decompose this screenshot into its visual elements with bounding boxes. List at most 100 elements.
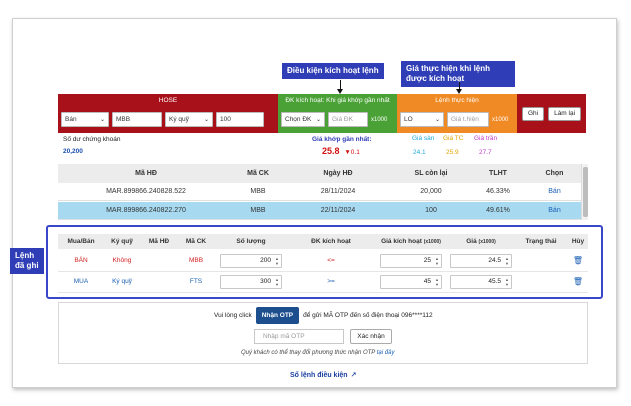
symbol-input[interactable]: MBB (112, 112, 162, 127)
execution-price-callout: Giá thực hiện khi lệnh được kích hoạt (401, 61, 515, 87)
balance-value: 20,200 (63, 148, 83, 155)
last-price-label: Giá khớp gần nhất: (312, 136, 372, 143)
chevron-down-icon: ⌄ (203, 117, 209, 123)
execution-unit: x1000 (492, 116, 509, 123)
order-margin: Không (112, 257, 132, 264)
price-header: Giá (466, 238, 477, 245)
placed-row: MUA Ký quỹ FTS 300 ▲ ▼ >= 45 ▲ ▼ 45.5 ▲ ▼ 🗑 (58, 271, 588, 293)
stepper-value: 25 (423, 257, 432, 264)
otp-input[interactable]: Nhập mã OTP (254, 329, 344, 344)
contracts-table-header: Mã HĐ Mã CK Ngày HĐ SL còn lại TLHT Chọn (58, 164, 588, 183)
order-type-select[interactable]: LO ⌄ (400, 112, 444, 127)
chevron-down-icon: ⌄ (434, 117, 440, 123)
stepper-value: 45 (423, 278, 432, 285)
placed-orders-box (46, 225, 603, 299)
trash-icon[interactable]: 🗑 (572, 277, 584, 286)
otp-panel (58, 302, 588, 364)
record-button[interactable]: Ghi (521, 106, 545, 121)
confirm-button[interactable]: Xác nhận (350, 329, 392, 344)
chevron-down-icon: ⌄ (315, 117, 321, 123)
reset-button[interactable]: Làm lại (548, 106, 582, 121)
change-otp-link[interactable]: tại đây (376, 350, 395, 356)
order-entry-bar: HOSE Bán ⌄ MBB Ký quỹ ⌄ 100 ĐK kích hoạt: … (58, 94, 586, 133)
order-contract (140, 250, 178, 271)
stepper-value: 24.5 (488, 257, 502, 264)
contract-ratio: 46.33% (486, 188, 510, 195)
table-scrollbar[interactable] (581, 164, 588, 220)
col-condition: ĐK kích hoạt (311, 238, 351, 245)
price-stepper[interactable]: 24.5 ▲ ▼ (450, 253, 512, 268)
price-stepper[interactable]: 45.5 ▲ ▼ (450, 274, 512, 289)
table-row[interactable]: MAR.899866.240822.270 MBB 22/11/2024 100… (58, 202, 588, 220)
sell-link[interactable]: Bán (548, 207, 561, 214)
get-otp-button[interactable]: Nhận OTP (255, 306, 300, 324)
account-select[interactable]: Ký quỹ ⌄ (165, 112, 213, 127)
col-ratio: TLHT (489, 170, 507, 177)
conditional-orders-link[interactable]: Sổ lệnh điều kiện ↗ (290, 371, 357, 380)
order-symbol: FTS (189, 278, 203, 285)
contract-date: 28/11/2024 (320, 188, 356, 195)
floor-value: 24.1 (413, 149, 426, 156)
account-value: Ký quỹ (169, 116, 189, 123)
stepper-arrows-icon[interactable]: ▲ ▼ (505, 276, 509, 287)
trash-icon[interactable]: 🗑 (572, 256, 584, 265)
trigger-title: ĐK kích hoạt: Khi giá khớp gần nhất (285, 97, 390, 104)
execution-title: Lệnh thực hiện (435, 97, 479, 104)
order-symbol: MBB (188, 257, 204, 264)
external-link-icon: ↗ (350, 372, 357, 379)
stepper-arrows-icon[interactable]: ▲ ▼ (505, 255, 509, 266)
execution-price-input[interactable]: Giá t.hiện (447, 112, 489, 127)
col-quantity: Số lượng (236, 238, 266, 245)
ceiling-label: Giá trần (474, 135, 498, 142)
order-contract (140, 271, 178, 292)
condition-select[interactable]: Chọn ĐK ⌄ (281, 112, 325, 127)
contract-remaining: 100 (425, 207, 437, 214)
trigger-price-stepper[interactable]: 25 ▲ ▼ (380, 253, 442, 268)
order-margin: Ký quỹ (112, 278, 132, 285)
trigger-unit: x1000 (371, 116, 388, 123)
last-price-change: ▼0.1 (344, 149, 360, 156)
col-contract: Mã HĐ (148, 238, 170, 245)
contract-ratio: 49.61% (486, 207, 510, 214)
stepper-arrows-icon[interactable]: ▲ ▼ (435, 276, 439, 287)
trigger-price-stepper[interactable]: 45 ▲ ▼ (380, 274, 442, 289)
arrow-down-icon (456, 82, 462, 94)
last-price-value: 25.8 (322, 146, 340, 156)
stepper-arrows-icon[interactable]: ▲ ▼ (435, 255, 439, 266)
ref-value: 25.9 (446, 149, 459, 156)
col-status: Trạng thái (525, 238, 557, 245)
otp-note: Quý khách có thể thay đổi phương thức nh… (241, 350, 394, 356)
order-side: MUA (73, 278, 89, 285)
quantity-input[interactable]: 100 (216, 112, 264, 127)
stepper-value: 300 (260, 278, 272, 285)
col-contract: Mã HĐ (135, 170, 157, 177)
placed-table-header: Mua/Bán Ký quỹ Mã HĐ Mã CK Số lượng ĐK k… (58, 234, 588, 249)
contract-symbol: MBB (250, 207, 266, 214)
order-type-value: LO (404, 116, 413, 123)
hose-title: HOSE (158, 97, 178, 104)
execution-section: Lệnh thực hiện LO ⌄ Giá t.hiện x1000 (397, 94, 517, 133)
quantity-stepper[interactable]: 300 ▲ ▼ (220, 274, 282, 289)
condition-value: Chọn ĐK (285, 116, 312, 123)
placed-row: BÁN Không MBB 200 ▲ ▼ <= 25 ▲ ▼ 24.5 ▲ ▼ 🗑 (58, 250, 588, 272)
otp-suffix: để gửi MÃ OTP đến số điện thoại 096****1… (303, 311, 433, 319)
col-symbol: Mã CK (185, 238, 207, 245)
quantity-stepper[interactable]: 200 ▲ ▼ (220, 253, 282, 268)
stepper-arrows-icon[interactable]: ▲ ▼ (275, 276, 279, 287)
col-trigger-price: Giá kích hoạt (x1000) (374, 234, 448, 249)
trigger-price-input[interactable]: Giá ĐK (328, 112, 368, 127)
trigger-price-header: Giá kích hoạt (381, 238, 422, 245)
stepper-arrows-icon[interactable]: ▲ ▼ (275, 255, 279, 266)
conditional-orders-label: Sổ lệnh điều kiện (290, 371, 348, 379)
order-condition: >= (327, 278, 335, 285)
col-margin: Ký quỹ (111, 238, 133, 245)
trigger-condition-callout: Điều kiện kích hoạt lệnh (282, 63, 384, 79)
scrollbar-thumb[interactable] (583, 167, 588, 217)
side-select[interactable]: Bán ⌄ (61, 112, 109, 127)
chevron-down-icon: ⌄ (99, 117, 105, 123)
col-price: Giá (x1000) (448, 234, 514, 249)
order-status (514, 271, 568, 292)
col-side: Mua/Bán (67, 238, 95, 245)
sell-link[interactable]: Bán (548, 188, 561, 195)
table-row[interactable]: MAR.899866.240828.522 MBB 28/11/2024 20,… (58, 183, 588, 201)
